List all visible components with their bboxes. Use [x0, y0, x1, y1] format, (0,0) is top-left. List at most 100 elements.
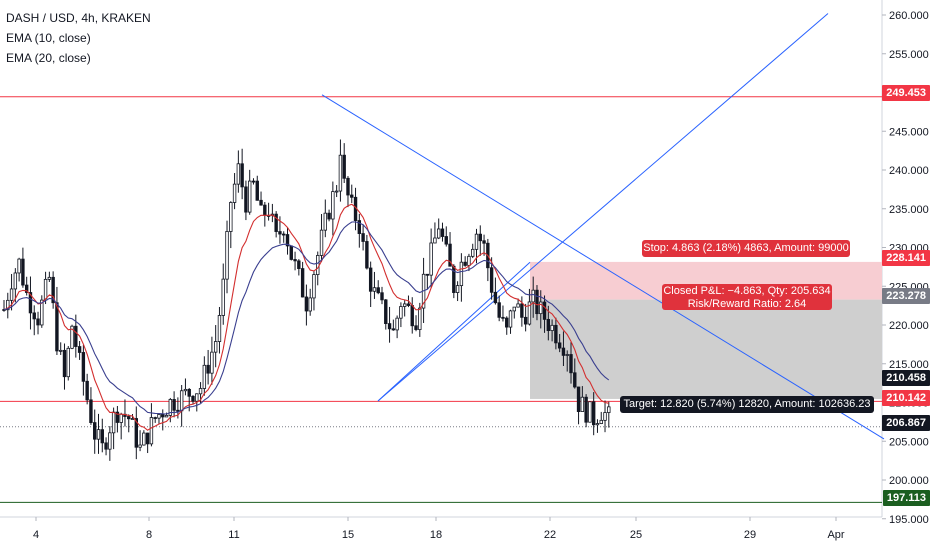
candle[interactable]: [516, 303, 520, 308]
candle[interactable]: [391, 328, 396, 331]
candle[interactable]: [21, 258, 25, 286]
candle[interactable]: [531, 289, 535, 303]
ema10-legend[interactable]: EMA (10, close): [6, 31, 91, 45]
candle[interactable]: [527, 301, 532, 325]
candle[interactable]: [387, 323, 392, 330]
candle[interactable]: [278, 231, 282, 235]
candle[interactable]: [576, 386, 581, 412]
candle[interactable]: [455, 285, 460, 293]
candle[interactable]: [6, 299, 10, 311]
candle[interactable]: [323, 212, 327, 231]
candle[interactable]: [59, 349, 63, 352]
candle[interactable]: [36, 318, 40, 326]
candle[interactable]: [561, 347, 566, 356]
candle[interactable]: [13, 272, 18, 290]
candle[interactable]: [384, 299, 388, 325]
candle[interactable]: [399, 306, 403, 319]
candle[interactable]: [198, 388, 203, 395]
candle[interactable]: [607, 406, 611, 413]
candle[interactable]: [599, 419, 603, 424]
candle[interactable]: [554, 324, 558, 344]
candle[interactable]: [512, 306, 516, 312]
candle[interactable]: [418, 307, 422, 330]
candle[interactable]: [164, 414, 169, 418]
candle[interactable]: [115, 411, 120, 423]
candle[interactable]: [433, 237, 437, 244]
candle[interactable]: [395, 317, 399, 331]
candle[interactable]: [569, 354, 573, 374]
candle[interactable]: [436, 228, 441, 239]
candle[interactable]: [357, 220, 362, 234]
candle[interactable]: [414, 325, 418, 330]
candle[interactable]: [573, 372, 577, 388]
candle[interactable]: [316, 255, 320, 275]
candle[interactable]: [319, 229, 324, 256]
candle[interactable]: [202, 364, 207, 389]
candle[interactable]: [448, 243, 452, 267]
candle[interactable]: [183, 388, 188, 392]
candle[interactable]: [142, 432, 146, 446]
candle[interactable]: [478, 233, 482, 242]
candle[interactable]: [463, 261, 467, 266]
candle[interactable]: [93, 422, 97, 440]
candle[interactable]: [85, 380, 89, 401]
candle[interactable]: [535, 289, 539, 315]
candle[interactable]: [376, 287, 380, 294]
candle[interactable]: [51, 276, 55, 304]
candle[interactable]: [236, 163, 241, 185]
candle[interactable]: [444, 236, 448, 245]
candle[interactable]: [493, 291, 498, 304]
trendline-up[interactable]: [377, 13, 829, 402]
candle[interactable]: [232, 183, 237, 203]
candle[interactable]: [187, 388, 191, 397]
candle[interactable]: [108, 432, 112, 450]
candle[interactable]: [497, 302, 501, 318]
candle[interactable]: [542, 301, 547, 320]
candle[interactable]: [523, 316, 528, 325]
candle[interactable]: [342, 154, 346, 179]
candle[interactable]: [145, 432, 150, 445]
candle[interactable]: [312, 274, 316, 299]
candle[interactable]: [217, 315, 222, 342]
candle[interactable]: [402, 303, 407, 307]
candle[interactable]: [229, 202, 233, 232]
trendline-down[interactable]: [321, 94, 885, 440]
candle[interactable]: [459, 261, 464, 287]
ema20-legend[interactable]: EMA (20, close): [6, 51, 91, 65]
candle[interactable]: [361, 233, 365, 242]
candle[interactable]: [251, 180, 256, 183]
candle[interactable]: [580, 396, 585, 412]
candle[interactable]: [168, 399, 173, 416]
candle[interactable]: [603, 412, 607, 421]
candle[interactable]: [372, 287, 377, 292]
candle[interactable]: [346, 177, 350, 196]
candle[interactable]: [584, 396, 588, 423]
candle[interactable]: [240, 163, 244, 188]
candle[interactable]: [591, 401, 596, 426]
candle[interactable]: [210, 351, 214, 374]
candle[interactable]: [334, 190, 339, 193]
candle[interactable]: [489, 267, 494, 293]
candle[interactable]: [380, 292, 384, 301]
candle[interactable]: [161, 414, 165, 418]
candle[interactable]: [179, 390, 184, 412]
candle[interactable]: [293, 259, 297, 262]
candle[interactable]: [282, 233, 286, 236]
candle[interactable]: [206, 364, 210, 374]
candle[interactable]: [308, 297, 312, 312]
candle[interactable]: [429, 242, 433, 276]
candle[interactable]: [149, 417, 154, 445]
candle[interactable]: [406, 303, 411, 306]
candle[interactable]: [410, 305, 414, 327]
candle[interactable]: [77, 346, 82, 353]
candle[interactable]: [304, 296, 309, 312]
candle[interactable]: [157, 414, 161, 419]
candle[interactable]: [104, 442, 108, 450]
candle[interactable]: [263, 204, 267, 216]
candle[interactable]: [557, 342, 562, 349]
candle[interactable]: [17, 258, 21, 274]
symbol-title[interactable]: DASH / USD, 4h, KRAKEN: [6, 11, 151, 25]
candle[interactable]: [350, 194, 354, 198]
candle[interactable]: [259, 199, 263, 206]
